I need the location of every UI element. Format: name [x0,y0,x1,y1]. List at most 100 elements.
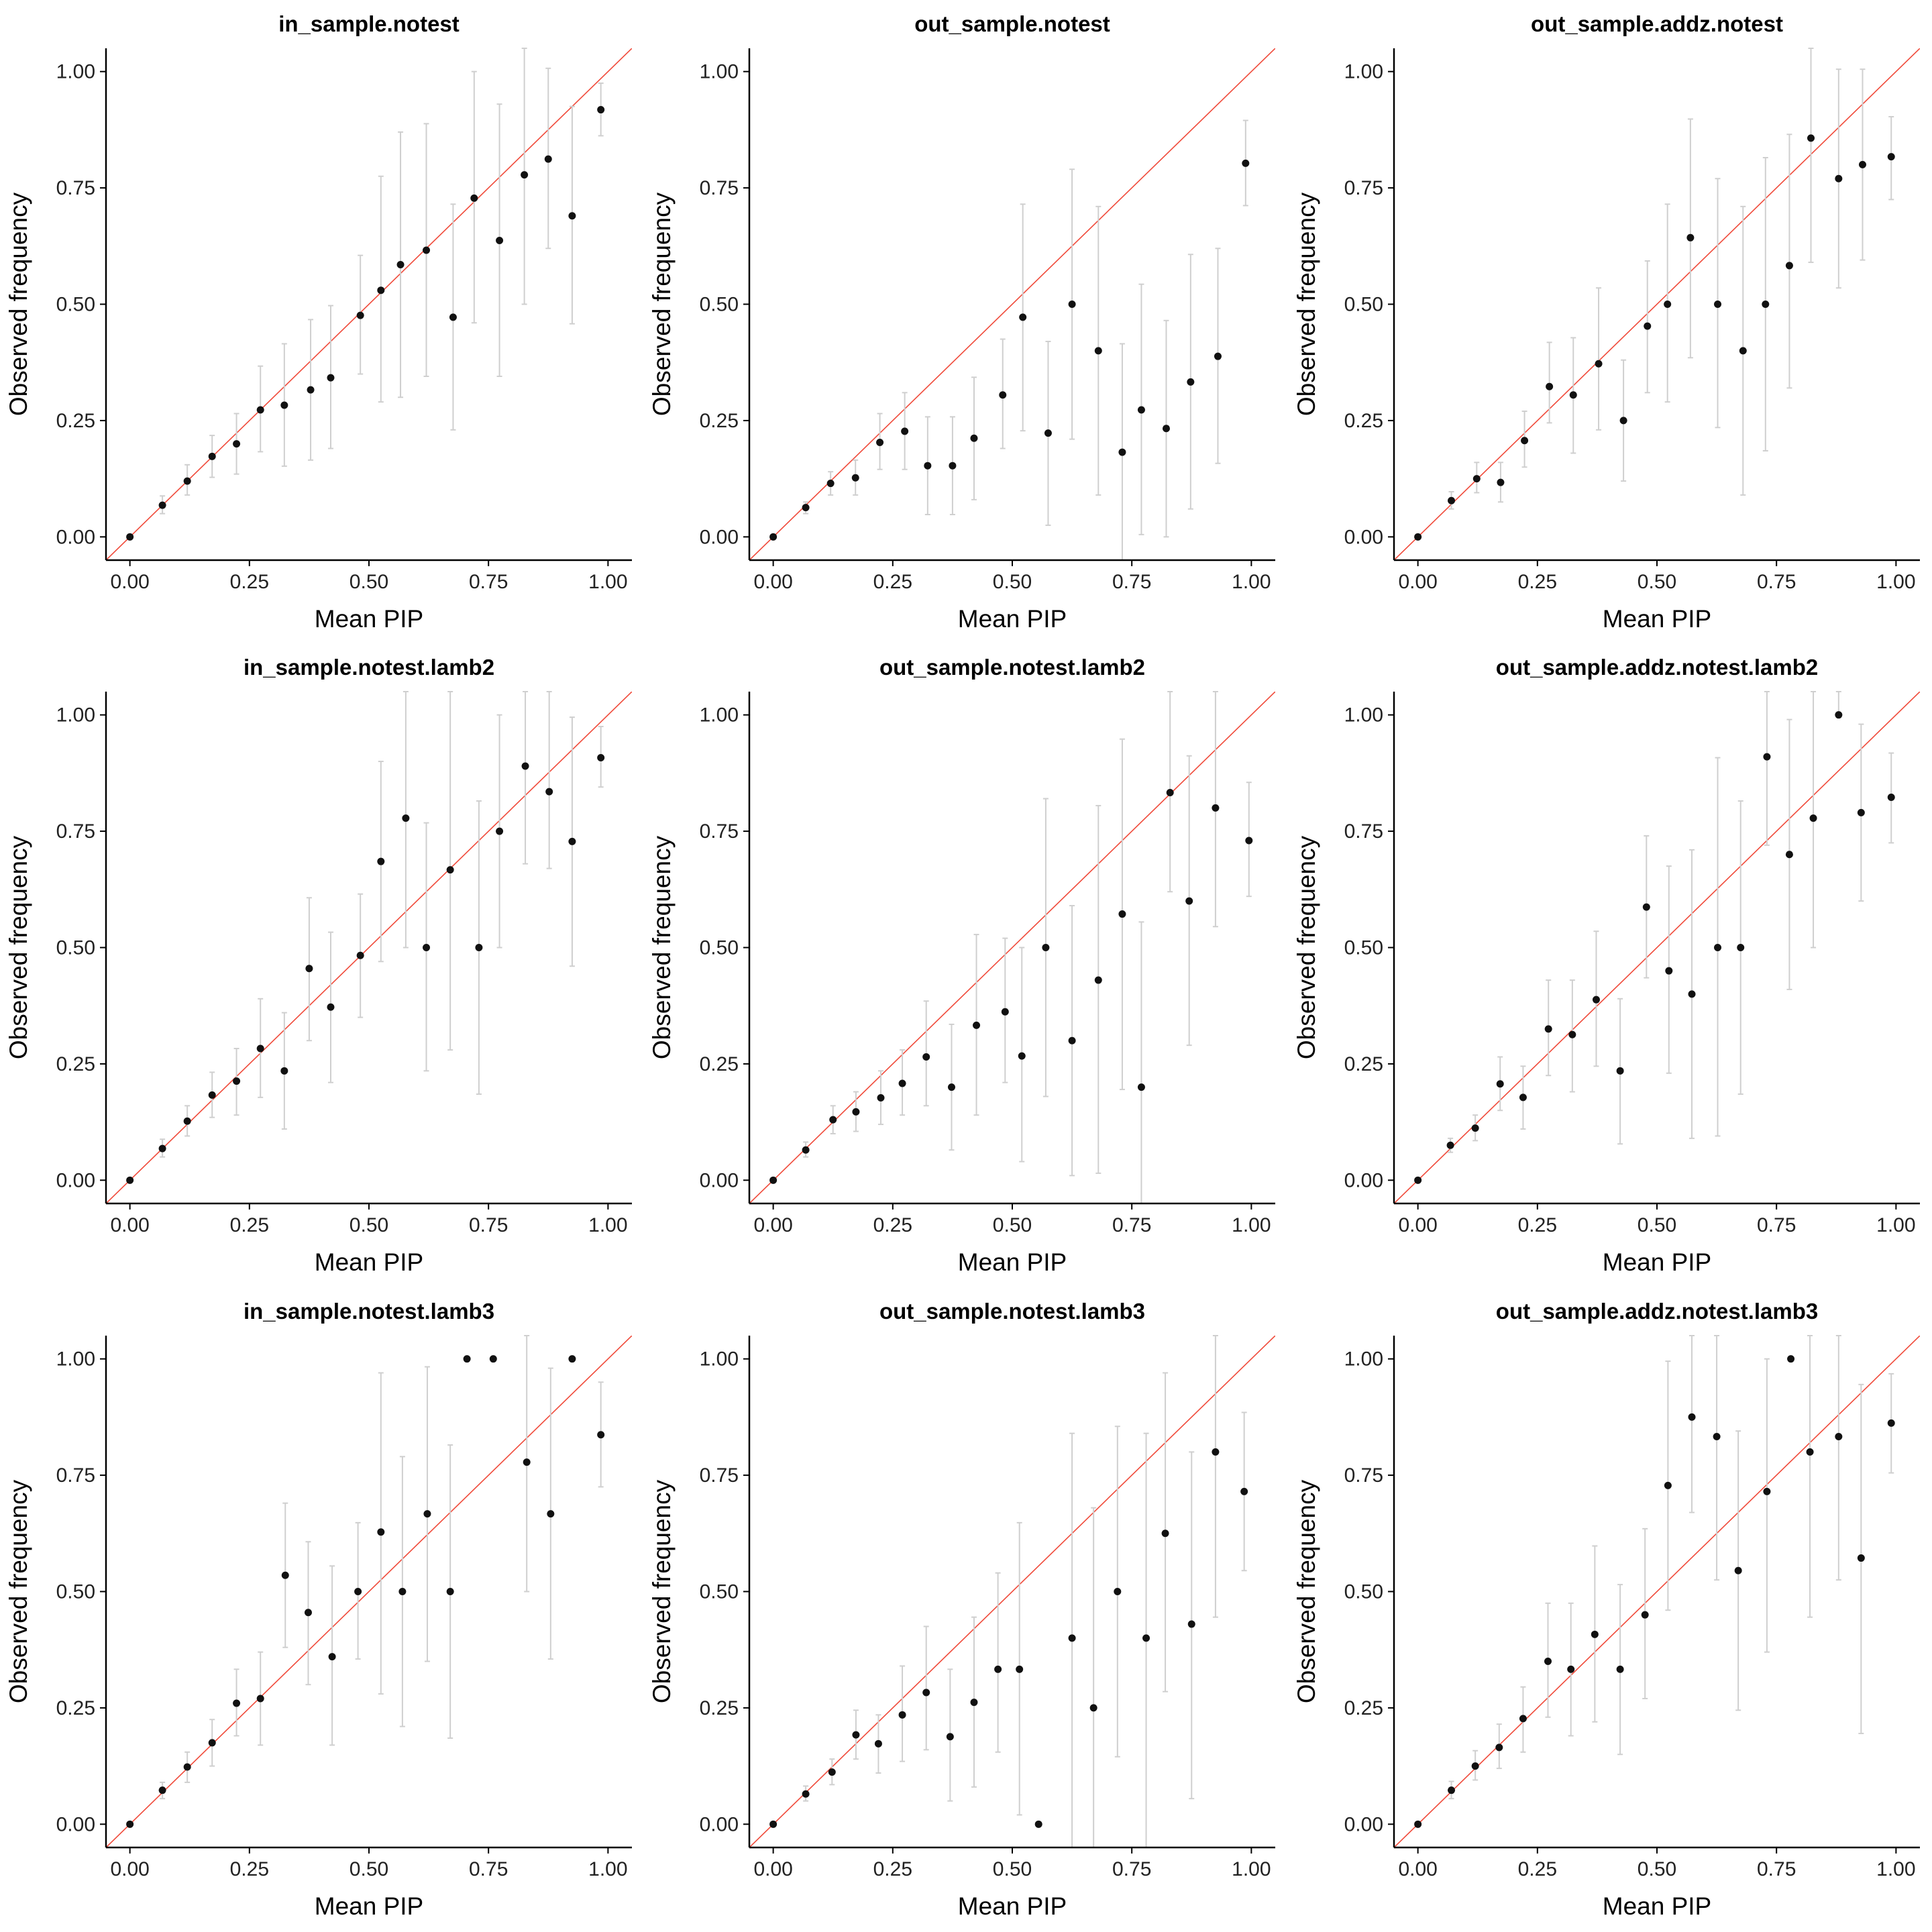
data-point [946,1733,954,1741]
data-point [423,944,431,951]
data-point [1185,897,1193,905]
data-point [1806,1448,1814,1456]
x-tick-label: 0.25 [230,1214,269,1236]
data-point [876,439,884,447]
error-bar [1764,691,1770,846]
data-point [281,1571,289,1579]
error-bar [1835,1335,1841,1581]
x-tick-label: 0.25 [230,571,269,593]
data-point [1166,789,1174,797]
data-point [970,1699,978,1707]
x-tick-label: 0.50 [1638,1858,1676,1880]
data-point [126,1820,134,1828]
data-point [328,1653,336,1661]
data-point [1644,322,1652,330]
y-tick-label: 0.50 [56,1581,95,1603]
y-tick-label: 0.75 [700,1464,739,1487]
data-point [398,1588,407,1595]
panel-title: out_sample.notest.lamb3 [879,1299,1145,1324]
error-bar [1212,1335,1218,1618]
data-point [999,391,1007,399]
y-axis-title: Observed frequency [1293,835,1320,1059]
y-tick-label: 0.50 [1344,1581,1383,1603]
calibration-panel-3: out_sample.addz.notest 0.00 0.25 0.50 0.75 1.… [1293,11,1920,633]
data-point [597,753,605,761]
y-axis-title: Observed frequency [1293,192,1320,416]
panel-title: out_sample.notest.lamb2 [879,655,1145,680]
data-point [1016,1665,1024,1673]
data-point [1763,753,1771,761]
x-tick-label: 0.75 [469,1214,508,1236]
data-point [852,1731,860,1739]
data-point [1807,134,1815,142]
data-point [949,462,957,470]
y-tick-label: 0.50 [56,937,95,959]
data-point [1044,429,1052,437]
data-point [1212,804,1220,812]
x-tick-label: 0.00 [1398,1214,1437,1236]
x-tick-label: 0.50 [993,571,1032,593]
calibration-panel-1: in_sample.notest 0.00 0.25 0.50 0.75 1.00 0.00… [5,11,632,633]
data-point [1414,533,1422,541]
error-bar [923,1625,929,1751]
data-point [1835,711,1843,719]
data-point [1019,313,1027,321]
x-tick-label: 0.50 [350,571,388,593]
x-tick-label: 0.25 [230,1858,269,1880]
data-point [1497,478,1505,486]
error-bar [1095,804,1102,1174]
data-point [1688,1413,1696,1421]
data-point [307,386,315,394]
data-point [402,814,410,822]
x-tick-label: 0.75 [1757,1858,1796,1880]
y-axis-title: Observed frequency [1293,1479,1320,1703]
data-point [475,944,483,951]
data-point [354,1588,362,1595]
identity-reference-line [106,48,632,560]
data-point [304,1609,312,1617]
x-tick-label: 0.25 [873,1858,912,1880]
data-point [377,286,385,294]
data-point [1471,1762,1479,1770]
x-tick-label: 0.75 [1757,1214,1796,1236]
x-axis-title: Mean PIP [1603,1892,1711,1920]
x-tick-label: 1.00 [588,1858,627,1880]
y-tick-label: 1.00 [1344,1348,1383,1371]
data-point [1042,944,1050,951]
data-point [233,440,241,448]
error-bar [523,691,529,865]
data-point [1242,159,1250,167]
calibration-panel-6: out_sample.addz.notest.lamb2 0.00 0.25 0.50… [1293,655,1920,1276]
calibration-panel-7: in_sample.notest.lamb3 0.00 0.25 0.50 0.75 1.… [5,1299,632,1920]
data-point [396,261,405,269]
data-point [828,1768,836,1776]
y-tick-label: 1.00 [56,704,95,727]
data-point [356,951,364,959]
data-point [898,1711,906,1719]
x-axis-title: Mean PIP [1603,605,1711,633]
data-point [877,1094,885,1102]
data-point [1114,1588,1122,1595]
x-tick-label: 0.50 [1638,571,1676,593]
data-point [1567,1665,1575,1673]
data-point [327,374,335,382]
data-point [970,434,978,442]
data-point [280,401,288,409]
data-point [568,212,576,220]
panel-title: out_sample.addz.notest.lamb3 [1496,1299,1818,1324]
data-point [852,1108,860,1116]
data-point [1142,1634,1150,1642]
y-tick-label: 0.25 [1344,1697,1383,1719]
data-point [1414,1820,1422,1828]
y-tick-label: 0.00 [1344,1169,1383,1191]
data-point [377,857,385,865]
data-point [470,194,478,202]
panel-title: out_sample.addz.notest.lamb2 [1496,655,1818,680]
x-tick-label: 1.00 [1232,571,1271,593]
y-tick-label: 1.00 [1344,704,1383,727]
data-point [973,1021,981,1029]
x-tick-label: 1.00 [1232,1858,1271,1880]
data-point [1214,352,1222,360]
identity-reference-line [749,1336,1275,1847]
x-tick-label: 0.25 [873,571,912,593]
